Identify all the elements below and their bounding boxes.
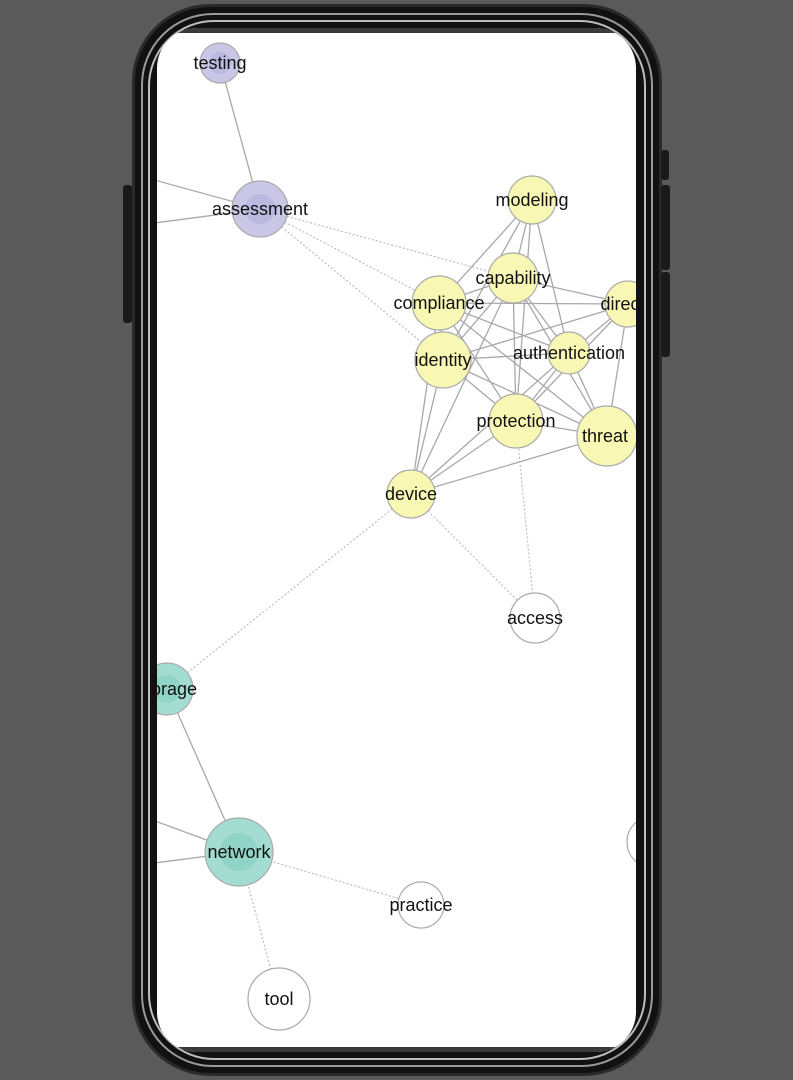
home-bar xyxy=(157,1047,636,1052)
node-access[interactable]: access xyxy=(507,592,563,644)
node-circle-practice xyxy=(397,881,445,929)
node-practice[interactable]: practice xyxy=(389,881,453,929)
node-offscreen[interactable] xyxy=(626,816,636,868)
node-label-authentication: authentication xyxy=(513,343,625,363)
edge-compliance-direc xyxy=(438,302,629,305)
node-network[interactable]: network xyxy=(204,817,274,887)
phone-volume-button xyxy=(123,185,132,323)
node-assessment[interactable]: assessment xyxy=(212,180,308,238)
edge-compliance-threat xyxy=(438,302,608,437)
node-label-storage: orage xyxy=(157,679,197,699)
node-core-testing xyxy=(209,52,231,74)
node-modeling[interactable]: modeling xyxy=(495,175,569,225)
node-testing[interactable]: testing xyxy=(193,42,247,84)
node-storage[interactable]: orage xyxy=(157,662,197,716)
phone-side-button-2 xyxy=(661,185,670,270)
nodes-layer: testing assessment modeling capability compl… xyxy=(157,42,636,1031)
node-label-testing: testing xyxy=(193,53,246,73)
node-label-device: device xyxy=(385,484,437,504)
network-graph[interactable]: testing assessment modeling capability compl… xyxy=(157,28,636,1052)
node-circle-protection xyxy=(488,393,544,449)
node-protection[interactable]: protection xyxy=(476,393,556,449)
node-label-protection: protection xyxy=(476,411,555,431)
node-label-threat: threat xyxy=(582,426,628,446)
edge-device-storage xyxy=(166,493,412,690)
node-circle-tool xyxy=(247,967,311,1031)
node-circle-authentication xyxy=(547,331,591,375)
node-circle-compliance xyxy=(411,275,467,331)
node-compliance[interactable]: compliance xyxy=(393,275,485,331)
edge-network-practice xyxy=(238,851,422,906)
phone-bezel-inner xyxy=(148,20,646,1060)
node-circle-device xyxy=(386,469,436,519)
node-circle-identity xyxy=(414,331,472,389)
node-threat[interactable]: threat xyxy=(576,405,636,467)
node-core-storage xyxy=(157,675,181,703)
edge-protection-access xyxy=(515,420,536,619)
node-label-access: access xyxy=(507,608,563,628)
node-label-network: network xyxy=(207,842,271,862)
node-label-modeling: modeling xyxy=(495,190,568,210)
node-device[interactable]: device xyxy=(385,469,437,519)
status-bar xyxy=(157,28,636,33)
node-label-capability: capability xyxy=(475,268,550,288)
phone-side-button-3 xyxy=(661,272,670,357)
node-label-compliance: compliance xyxy=(393,293,484,313)
node-label-assessment: assessment xyxy=(212,199,308,219)
edge-threat-device xyxy=(410,435,608,495)
node-circle-direc xyxy=(604,280,636,328)
phone-bezel-outer xyxy=(141,13,653,1067)
edge-modeling-authentication xyxy=(531,199,570,354)
node-identity[interactable]: identity xyxy=(414,331,472,389)
node-label-practice: practice xyxy=(389,895,452,915)
node-label-tool: tool xyxy=(264,989,293,1009)
phone-screen[interactable]: testing assessment modeling capability compl… xyxy=(157,28,636,1052)
node-authentication[interactable]: authentication xyxy=(513,331,625,375)
node-core-network xyxy=(220,833,258,871)
node-label-identity: identity xyxy=(414,350,471,370)
node-capability[interactable]: capability xyxy=(475,252,551,304)
node-circle-capability xyxy=(487,252,539,304)
node-circle-access xyxy=(509,592,561,644)
edge-direc-identity xyxy=(442,303,629,361)
node-tool[interactable]: tool xyxy=(247,967,311,1031)
node-circle-offscreen xyxy=(626,821,636,863)
edge-assessment-compliance xyxy=(259,208,440,304)
node-circle-modeling xyxy=(507,175,557,225)
edge-capability-device xyxy=(410,277,514,495)
node-circle-threat xyxy=(576,405,636,467)
edge-assessment-identity xyxy=(259,208,444,361)
node-core-assessment xyxy=(245,194,275,224)
phone-side-button-1 xyxy=(661,150,669,180)
edge-modeling-protection xyxy=(515,199,533,422)
edge-device-access xyxy=(410,493,536,619)
node-direc[interactable]: direc xyxy=(600,280,636,328)
node-label-direc: direc xyxy=(600,294,636,314)
